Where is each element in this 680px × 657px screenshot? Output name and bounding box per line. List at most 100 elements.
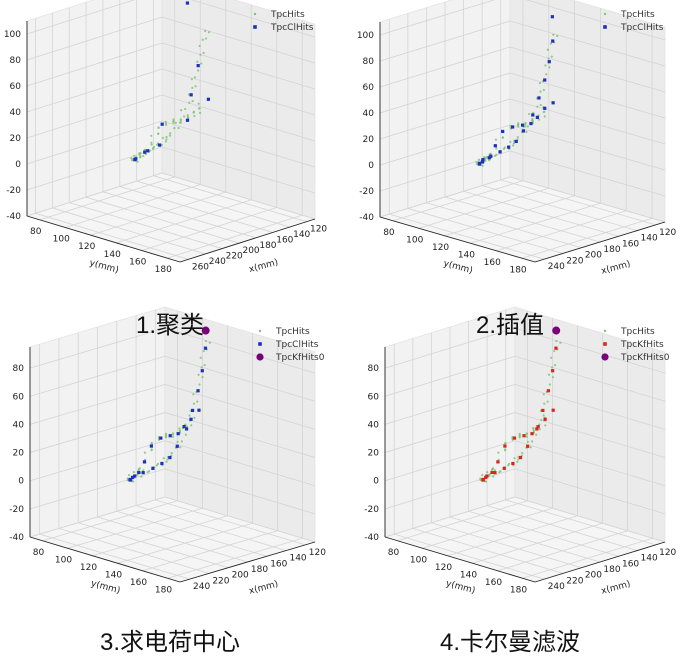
- z-tick-label: 80: [10, 56, 22, 66]
- hit-point: [143, 451, 147, 454]
- grid-line-z: [26, 16, 163, 61]
- legend-swatch: [253, 25, 257, 29]
- grid-line-x: [153, 175, 307, 223]
- hit-point: [545, 73, 548, 76]
- cluster-point: [522, 434, 526, 438]
- hit-point: [201, 376, 204, 379]
- grid-line-y: [472, 522, 603, 564]
- x-axis-label: x(mm): [600, 259, 631, 276]
- x-axis-label: x(mm): [600, 579, 631, 596]
- z-tick-label: 100: [4, 30, 21, 40]
- grid-line-z: [26, 172, 163, 217]
- grid-line-x: [35, 212, 189, 260]
- hit-point: [173, 127, 176, 130]
- grid-line-y: [42, 500, 178, 542]
- hit-point: [547, 57, 550, 60]
- y-tick-label: 180: [155, 265, 172, 275]
- grid-line-y: [497, 530, 628, 572]
- y-tick-label: 80: [383, 228, 395, 238]
- hit-point: [531, 440, 534, 443]
- grid-line-x: [102, 191, 257, 239]
- y-tick-label: 120: [80, 563, 97, 573]
- x-tick-label: 200: [585, 251, 602, 261]
- y-tick-label: 120: [78, 242, 95, 252]
- grid-line-x: [155, 499, 306, 546]
- hit-point: [197, 102, 200, 105]
- grid-line-z: [161, 120, 316, 168]
- cluster-point: [546, 389, 550, 393]
- cluster-point: [159, 436, 163, 440]
- grid-line-z: [164, 355, 316, 402]
- hit-point: [495, 147, 498, 150]
- hit-point: [521, 452, 524, 455]
- hit-point: [492, 475, 495, 478]
- hit-point: [180, 109, 183, 112]
- cluster-point: [191, 408, 195, 413]
- grid-line-z: [514, 327, 666, 374]
- grid-line-x: [58, 528, 210, 574]
- hit-point: [536, 105, 539, 108]
- hit-point: [503, 146, 506, 149]
- x-tick-label: 120: [309, 548, 326, 558]
- panel-caption: 1.聚类: [135, 312, 204, 339]
- hit-point: [493, 469, 497, 472]
- legend: TpcHits TpcClHits: [253, 10, 314, 33]
- hit-point: [207, 31, 211, 34]
- hit-point: [130, 159, 134, 162]
- cluster-point: [520, 123, 525, 127]
- grid-line-z: [26, 94, 163, 139]
- y-tick-label: 140: [458, 250, 475, 260]
- legend-label: TpcHits: [270, 10, 305, 20]
- hit-point: [479, 479, 482, 482]
- hit-point: [542, 393, 545, 396]
- hit-point: [193, 416, 196, 419]
- hit-point: [559, 341, 562, 344]
- hit-point: [204, 29, 207, 33]
- hit-point: [535, 433, 538, 436]
- hit-point: [157, 132, 160, 136]
- hit-point: [550, 366, 554, 369]
- grid-line-y: [496, 210, 627, 252]
- cluster-point: [137, 470, 141, 475]
- hit-point: [494, 138, 498, 141]
- hit-point: [484, 159, 487, 162]
- y-tick-label: 100: [53, 235, 70, 245]
- series-TpcClHits: [477, 15, 555, 166]
- grid-line-z: [161, 16, 316, 64]
- legend-swatch: [258, 329, 262, 333]
- hit-point: [169, 132, 172, 135]
- hit-point: [495, 153, 498, 156]
- cluster-point: [197, 408, 201, 412]
- hit-point: [547, 373, 551, 376]
- x-tick-label: 160: [276, 235, 293, 245]
- hit-point: [518, 432, 521, 435]
- legend-swatch: [258, 342, 262, 346]
- y-axis-line: [26, 215, 181, 263]
- grid-line-x: [500, 179, 656, 226]
- cluster-point: [481, 158, 485, 162]
- cluster-point: [206, 97, 210, 101]
- legend-label: TpcClHits: [620, 23, 664, 33]
- grid-line-x: [394, 533, 545, 580]
- hit-point: [180, 440, 183, 443]
- hit-point: [540, 418, 543, 422]
- hit-point: [548, 383, 551, 386]
- cluster-point: [507, 145, 511, 149]
- hit-point: [198, 107, 201, 110]
- hit-point: [136, 160, 139, 163]
- grid-line-x: [39, 533, 190, 580]
- grid-line-z: [164, 496, 316, 543]
- hit-point: [501, 136, 504, 139]
- x-tick-label: 240: [548, 262, 565, 272]
- hit-point: [198, 383, 201, 386]
- grid-line-z: [509, 124, 666, 171]
- hit-point: [538, 427, 541, 431]
- legend: TpcHits TpcClHits: [603, 10, 664, 33]
- cluster-point: [493, 471, 497, 475]
- grid-line-y: [65, 184, 201, 228]
- hit-point: [556, 34, 559, 38]
- hit-point: [191, 100, 194, 103]
- hit-point: [201, 38, 204, 41]
- legend-label: TpcKfHits: [620, 340, 664, 350]
- cluster-point: [551, 408, 555, 412]
